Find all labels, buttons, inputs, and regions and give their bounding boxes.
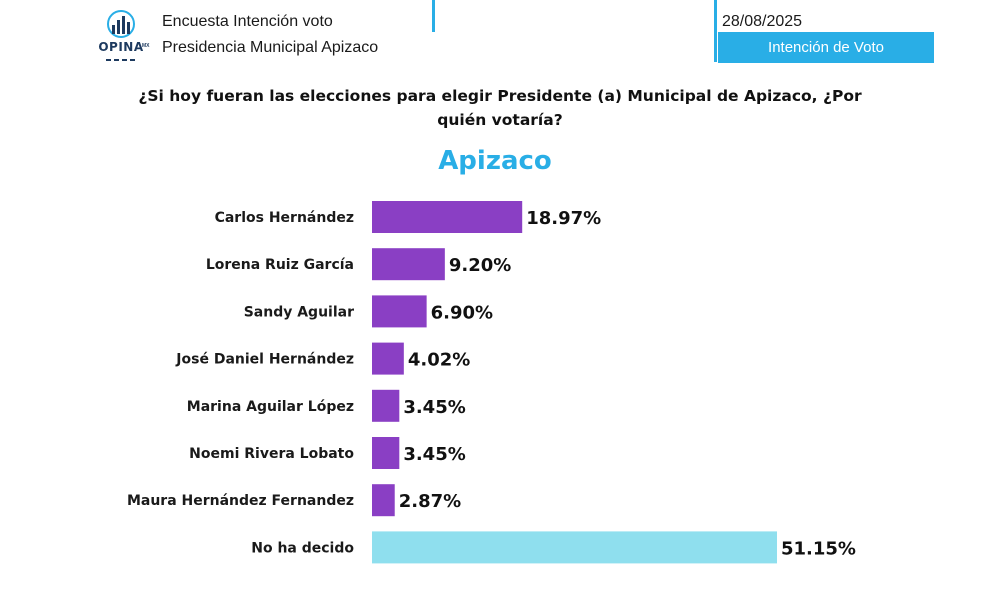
value-label: 4.02% (408, 350, 470, 371)
category-label: Carlos Hernández (215, 210, 354, 226)
category-label: Noemi Rivera Lobato (189, 446, 354, 462)
chart-title: Apizaco (438, 146, 552, 176)
bar (372, 248, 445, 281)
header-divider (714, 0, 717, 62)
survey-question: ¿Si hoy fueran las elecciones para elegi… (138, 87, 862, 129)
bar (372, 531, 777, 564)
survey-title: Encuesta Intención voto (162, 13, 333, 30)
bar (372, 484, 395, 517)
value-label: 6.90% (431, 302, 493, 323)
bar (372, 389, 400, 422)
value-label: 18.97% (526, 208, 601, 229)
value-label: 9.20% (449, 255, 511, 276)
category-label: Marina Aguilar López (187, 399, 354, 415)
category-label: José Daniel Hernández (175, 352, 354, 368)
opina-logo: OPINA MX (92, 10, 150, 66)
logo-suffix: MX (142, 43, 150, 49)
logo-wordmark: OPINA (98, 40, 144, 54)
category-label: Sandy Aguilar (244, 304, 354, 320)
bar (372, 437, 400, 469)
section-tag: Intención de Voto (718, 32, 934, 63)
value-label: 2.87% (399, 491, 461, 512)
category-label: Maura Hernández Fernandez (127, 493, 354, 509)
header-divider (432, 0, 435, 32)
survey-subtitle: Presidencia Municipal Apizaco (162, 39, 379, 56)
bar-chart-logo-icon (107, 10, 135, 38)
category-label: No ha decido (251, 540, 354, 556)
survey-date: 28/08/2025 (722, 13, 803, 30)
bar (372, 201, 523, 233)
bar (372, 342, 404, 375)
category-label: Lorena Ruiz García (206, 257, 354, 273)
bar (372, 295, 427, 328)
value-label: 51.15% (781, 538, 856, 559)
logo-underline (106, 59, 136, 61)
value-label: 3.45% (403, 397, 465, 418)
value-label: 3.45% (403, 444, 465, 465)
